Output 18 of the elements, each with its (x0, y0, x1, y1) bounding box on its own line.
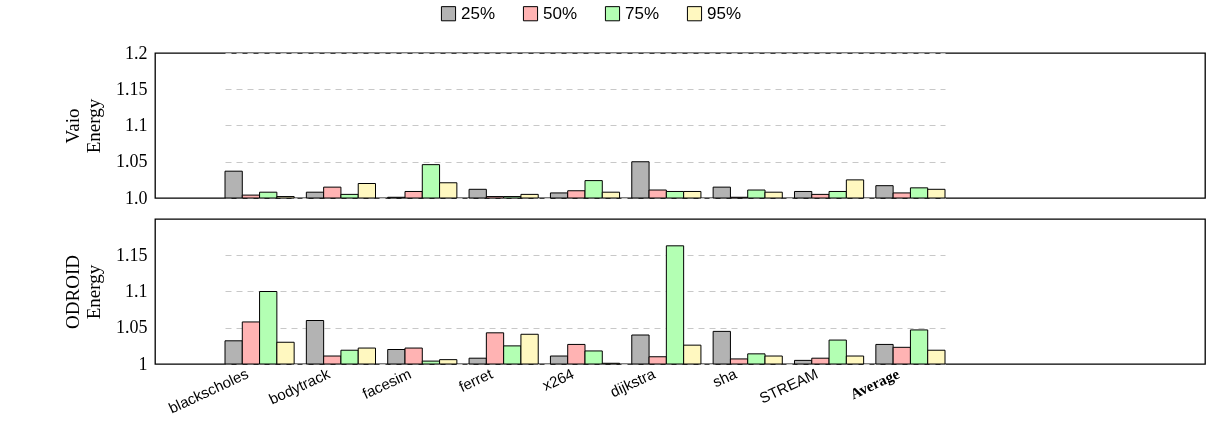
y-tick-label: 1.15 (116, 78, 148, 99)
legend-label: 25% (461, 3, 496, 23)
y-tick-label: 1.1 (125, 281, 148, 301)
y-tick-label: 1.05 (116, 151, 148, 172)
legend-label: 95% (707, 3, 742, 23)
y-tick-label: 1.1 (125, 115, 148, 135)
y-tick-label: 1.2 (125, 42, 148, 63)
y-axis-title: ODROID Energy (62, 255, 104, 329)
legend-label: 75% (625, 3, 660, 23)
y-tick-label: 1.15 (116, 244, 148, 265)
legend-label: 50% (543, 3, 578, 23)
x-tick-label: ferret (456, 364, 496, 395)
x-tick-label: sha (709, 364, 740, 391)
x-tick-label: x264 (539, 364, 577, 394)
y-tick-label: 1 (138, 353, 148, 374)
y-tick-label: 1.05 (116, 317, 148, 338)
y-tick-label: 1.0 (125, 187, 148, 208)
y-axis-title: Vaio Energy (62, 98, 104, 154)
